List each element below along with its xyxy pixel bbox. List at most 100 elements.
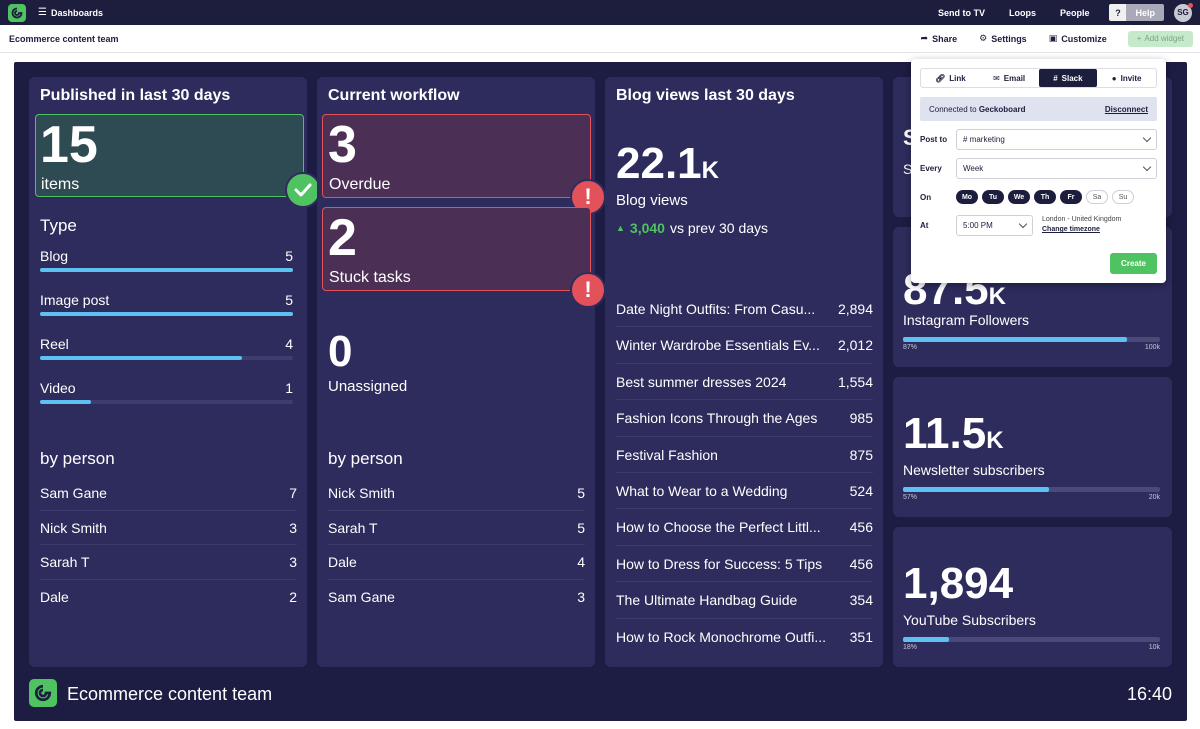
post-views: 354 [849,592,873,609]
share-button[interactable]: ➦ Share [910,33,969,44]
type-value: 5 [285,292,293,308]
youtube-widget[interactable]: 1,894 YouTube Subscribers 18% 10k [893,527,1172,667]
post-to-label: Post to [920,135,948,144]
settings-button[interactable]: ⚙ Settings [968,33,1038,44]
type-bar-reel: Reel 4 [40,336,293,360]
instagram-progress-fill [903,337,1127,342]
person-value: 5 [577,519,585,536]
type-label: Video [40,380,76,396]
blog-post-list: Date Night Outfits: From Casu... 2,894 Wi… [616,291,873,655]
post-title: What to Wear to a Wedding [616,482,788,499]
help-question-icon[interactable]: ? [1109,4,1127,21]
timezone-label: London - United Kingdom [1042,216,1122,223]
blog-views-number: 22.1 [616,139,702,188]
timezone-info: London - United Kingdom Change timezone [1042,216,1121,233]
connection-prefix: Connected to [929,104,979,114]
type-bar-video: Video 1 [40,380,293,404]
day-toggle-tu[interactable]: Tu [982,190,1004,204]
connection-status: Connected to Geckoboard [929,105,1026,114]
youtube-progress-max: 10k [1148,644,1160,651]
share-icon: ➦ [920,33,929,43]
person-value: 3 [289,554,297,570]
type-label: Image post [40,292,110,308]
help-button[interactable]: Help [1126,4,1164,21]
day-toggle-sa[interactable]: Sa [1086,190,1108,204]
post-title: Date Night Outfits: From Casu... [616,301,816,317]
instagram-label: Instagram Followers [903,312,1030,328]
person-value: 2 [289,588,297,605]
customize-label: Customize [1061,33,1107,44]
table-row: How to Choose the Perfect Littl... 456 [616,509,873,546]
geckoboard-logo-icon[interactable] [8,3,26,22]
type-bar-fill [40,356,243,360]
person-name: Sarah T [328,519,378,536]
day-toggle-su[interactable]: Su [1112,190,1134,204]
nav-people[interactable]: People [1059,7,1090,18]
tab-slack[interactable]: # Slack [1038,69,1098,87]
footer-clock: 16:40 [1126,684,1172,704]
check-icon [285,172,321,208]
post-views: 524 [849,482,873,499]
table-row: The Ultimate Handbag Guide 354 [616,582,873,619]
tab-link[interactable]: 🔗︎ Link [921,69,980,87]
published-widget[interactable]: Published in last 30 days 15 items Type … [29,77,321,667]
newsletter-value: 11.5K [903,412,1004,456]
every-select[interactable]: Week [956,158,1157,179]
blog-views-delta: ▲ 3,040 vs prev 30 days [616,220,768,236]
list-item: Sam Gane 7 [40,476,297,511]
day-toggle-fr[interactable]: Fr [1060,190,1082,204]
disconnect-link[interactable]: Disconnect [1104,104,1148,114]
youtube-value: 1,894 [903,559,1014,608]
blog-views-suffix: K [701,157,719,184]
chevron-down-icon [1142,162,1152,172]
person-name: Dale [40,588,69,605]
create-button[interactable]: Create [1110,253,1157,274]
blog-views-widget[interactable]: Blog views last 30 days 22.1K Blog views… [605,77,883,667]
envelope-icon: ✉ [993,73,1000,83]
add-widget-label: Add widget [1144,34,1184,43]
nav-send-to-tv[interactable]: Send to TV [937,7,985,18]
weekday-picker: Mo Tu We Th Fr Sa Su [956,190,1134,204]
youtube-progress-min: 18% [903,644,918,651]
published-count: 15 [40,116,98,174]
dashboard-title[interactable]: Ecommerce content team [9,33,119,44]
published-count-box: 15 items [35,114,321,208]
newsletter-widget[interactable]: 11.5K Newsletter subscribers 57% 20k [893,377,1172,517]
day-toggle-mo[interactable]: Mo [956,190,978,204]
day-toggle-th[interactable]: Th [1034,190,1056,204]
stuck-count: 2 [328,209,357,267]
list-item: Sam Gane 3 [328,580,585,615]
dashboards-menu[interactable]: ☰ Dashboards [38,7,103,18]
customize-button[interactable]: ▣ Customize [1038,33,1118,44]
workflow-widget[interactable]: Current workflow 3 Overdue ! 2 Stuck tas… [317,77,606,667]
add-widget-button[interactable]: + Add widget [1127,30,1193,47]
time-select[interactable]: 5:00 PM [956,215,1033,236]
share-popover: 🔗︎ Link ✉ Email # Slack ● Invite Connected t… [911,59,1166,283]
instagram-progress-max: 100k [1144,344,1160,351]
instagram-suffix: K [988,283,1006,310]
type-bar-fill [40,400,91,404]
day-toggle-we[interactable]: We [1008,190,1030,204]
type-label: Reel [40,336,69,352]
avatar[interactable]: SG [1174,2,1193,22]
tab-email[interactable]: ✉ Email [980,69,1039,87]
person-name: Nick Smith [328,485,395,501]
unassigned-count: 0 [328,327,353,376]
stuck-tasks-box: 2 Stuck tasks ! [322,207,606,308]
workflow-person-list: Nick Smith 5 Sarah T 5 Dale 4 Sam Gane 3 [328,476,585,614]
overdue-label: Overdue [329,176,391,193]
tab-slack-label: Slack [1061,73,1083,83]
post-to-value: # marketing [963,135,1005,144]
person-value: 4 [577,554,585,570]
change-timezone-link[interactable]: Change timezone [1042,226,1100,233]
table-row: Date Night Outfits: From Casu... 2,894 [616,291,873,328]
newsletter-progress-fill [903,487,1050,492]
person-value: 3 [289,519,297,536]
settings-label: Settings [991,33,1027,44]
stuck-label: Stuck tasks [329,269,411,286]
nav-loops[interactable]: Loops [1008,7,1036,18]
person-value: 3 [577,588,585,605]
post-to-select[interactable]: # marketing [956,129,1157,150]
tab-invite[interactable]: ● Invite [1097,69,1156,87]
published-count-label: items [41,176,80,193]
